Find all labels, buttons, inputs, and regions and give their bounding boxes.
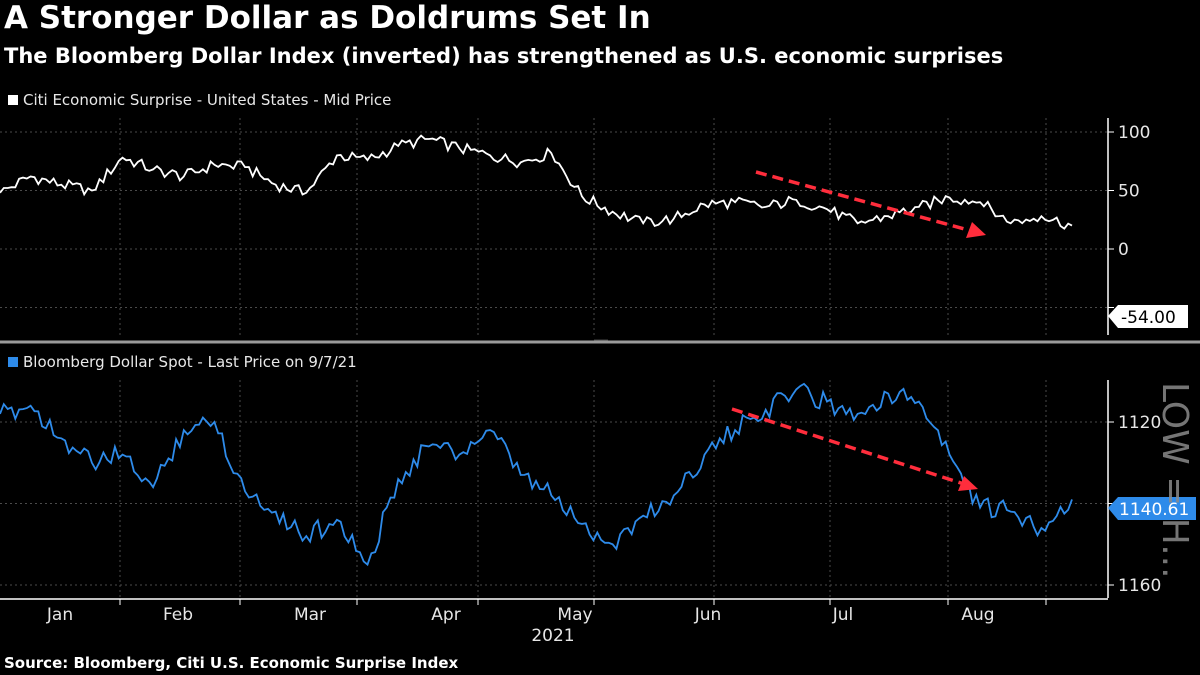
annotation-arrow-lower: [731, 407, 978, 491]
chart-subtitle: The Bloomberg Dollar Index (inverted) ha…: [4, 44, 1004, 68]
x-tick-label-may: May: [557, 605, 592, 625]
x-axis-year: 2021: [531, 626, 574, 646]
x-tick-label-aug: Aug: [961, 605, 994, 625]
upper-gridlines: [0, 118, 1108, 336]
x-tick-label-jul: Jul: [832, 605, 854, 625]
legend-swatch-blue: [8, 357, 18, 367]
lower-gridlines: [0, 380, 1108, 598]
series-line-dollar-spot: [0, 382, 1073, 567]
x-tick-label-apr: Apr: [431, 605, 460, 625]
source-note: Source: Bloomberg, Citi U.S. Economic Su…: [4, 654, 459, 672]
x-tick-label-feb: Feb: [163, 605, 193, 625]
watermark-text: LOW = H...: [1154, 382, 1195, 579]
lower-last-value: 1140.61: [1119, 500, 1189, 520]
legend-lower-label: Bloomberg Dollar Spot - Last Price on 9/…: [23, 353, 357, 371]
x-tick-label-jan: Jan: [46, 605, 73, 625]
lower-last-value-tag: 1140.61: [1108, 497, 1196, 520]
legend-upper-label: Citi Economic Surprise - United States -…: [23, 91, 392, 109]
upper-last-value-tag: -54.00: [1108, 305, 1188, 328]
upper-tick-label-100: 100: [1118, 123, 1150, 143]
x-tick-label-mar: Mar: [294, 605, 326, 625]
x-axis-ticks: Jan Feb Mar Apr May Jun Jul Aug: [46, 599, 1047, 625]
legend-swatch-white: [8, 95, 18, 105]
lower-y-ticks: 1120 1160: [1108, 413, 1161, 596]
x-tick-label-jun: Jun: [694, 605, 722, 625]
lower-tick-label-1120: 1120: [1118, 413, 1161, 433]
chart-title: A Stronger Dollar as Doldrums Set In: [4, 0, 651, 36]
upper-y-ticks: 100 50 0: [1108, 123, 1150, 308]
lower-tick-label-1160: 1160: [1118, 576, 1161, 596]
legend-lower: Bloomberg Dollar Spot - Last Price on 9/…: [8, 353, 357, 371]
upper-last-value: -54.00: [1121, 308, 1176, 328]
upper-tick-label-50: 50: [1118, 182, 1140, 202]
legend-upper: Citi Economic Surprise - United States -…: [8, 91, 391, 109]
annotation-arrow-upper: [755, 170, 986, 238]
series-line-citi-surprise: [0, 134, 1073, 230]
upper-tick-label-0: 0: [1118, 240, 1129, 260]
